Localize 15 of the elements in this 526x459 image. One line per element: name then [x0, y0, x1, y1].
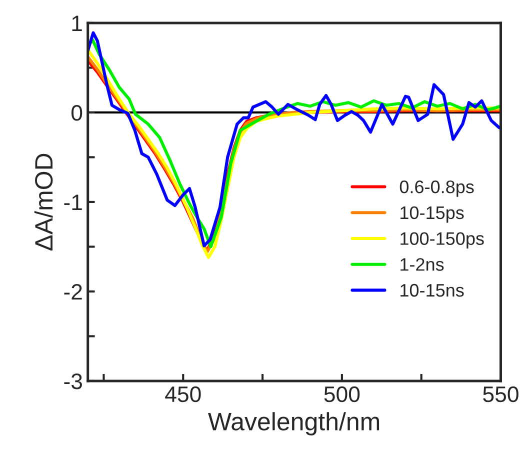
legend-label: 0.6-0.8ps	[400, 180, 474, 197]
y-tick-label: -1	[64, 194, 82, 210]
legend-label: 10-15ps	[400, 206, 464, 223]
legend-label: 10-15ns	[400, 284, 464, 297]
legend-label: 100-150ps	[400, 232, 484, 249]
legend-label: 1-2ns	[400, 258, 444, 271]
x-tick-label: 450	[165, 386, 201, 402]
x-axis-title: Wavelength/nm	[208, 412, 380, 436]
x-tick-label: 550	[483, 386, 518, 402]
x-tick-label: 500	[324, 386, 360, 402]
y-tick-label: -2	[64, 284, 82, 300]
y-tick-label: 1	[72, 16, 82, 31]
y-tick-label: -3	[64, 374, 82, 390]
y-tick-label: 0	[71, 104, 82, 121]
y-axis-title: ΔA/mOD	[34, 154, 53, 251]
